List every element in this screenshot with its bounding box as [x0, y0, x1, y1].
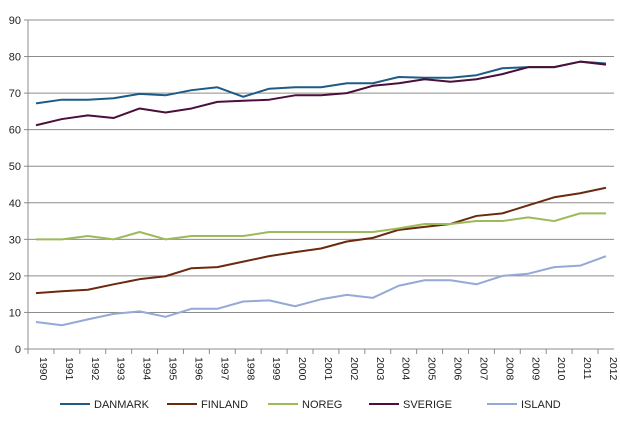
x-tick-label: 1998	[244, 357, 256, 381]
legend-label: FINLAND	[201, 399, 248, 411]
x-tick-label: 2009	[529, 357, 541, 381]
x-tick-label: 1993	[115, 357, 127, 381]
y-tick-label: 10	[9, 307, 21, 319]
legend-label: SVERIGE	[403, 399, 452, 411]
x-tick-label: 1996	[192, 357, 204, 381]
x-tick-label: 1990	[37, 357, 49, 381]
x-tick-label: 1997	[218, 357, 230, 381]
legend-label: NOREG	[302, 399, 342, 411]
x-tick-label: 2003	[374, 357, 386, 381]
x-tick-label: 2012	[607, 357, 619, 381]
y-tick-label: 50	[9, 161, 21, 173]
x-tick-label: 2002	[348, 357, 360, 381]
y-tick-label: 20	[9, 271, 21, 283]
x-tick-label: 1995	[167, 357, 179, 381]
x-tick-label: 2004	[400, 357, 412, 381]
x-tick-label: 1992	[89, 357, 101, 381]
x-tick-label: 2005	[426, 357, 438, 381]
x-tick-label: 2001	[322, 357, 334, 381]
y-tick-label: 0	[15, 344, 21, 356]
legend-label: DANMARK	[94, 399, 150, 411]
y-tick-label: 40	[9, 198, 21, 210]
series-line-danmark	[36, 62, 606, 104]
series-line-finland	[36, 188, 606, 293]
x-tick-label: 1994	[141, 357, 153, 381]
y-tick-label: 80	[9, 52, 21, 64]
x-tick-label: 2008	[503, 357, 515, 381]
y-tick-label: 70	[9, 88, 21, 100]
x-tick-label: 2011	[581, 357, 593, 380]
y-tick-label: 60	[9, 125, 21, 137]
series-line-island	[36, 256, 606, 325]
series-line-noreg	[36, 213, 606, 239]
y-tick-label: 90	[9, 15, 21, 27]
x-tick-label: 2010	[555, 357, 567, 381]
x-tick-label: 2007	[477, 357, 489, 381]
x-tick-label: 1991	[63, 357, 75, 381]
x-tick-label: 2006	[452, 357, 464, 381]
x-tick-label: 1999	[270, 357, 282, 381]
legend-label: ISLAND	[521, 399, 561, 411]
x-tick-label: 2000	[296, 357, 308, 381]
y-tick-label: 30	[9, 234, 21, 246]
